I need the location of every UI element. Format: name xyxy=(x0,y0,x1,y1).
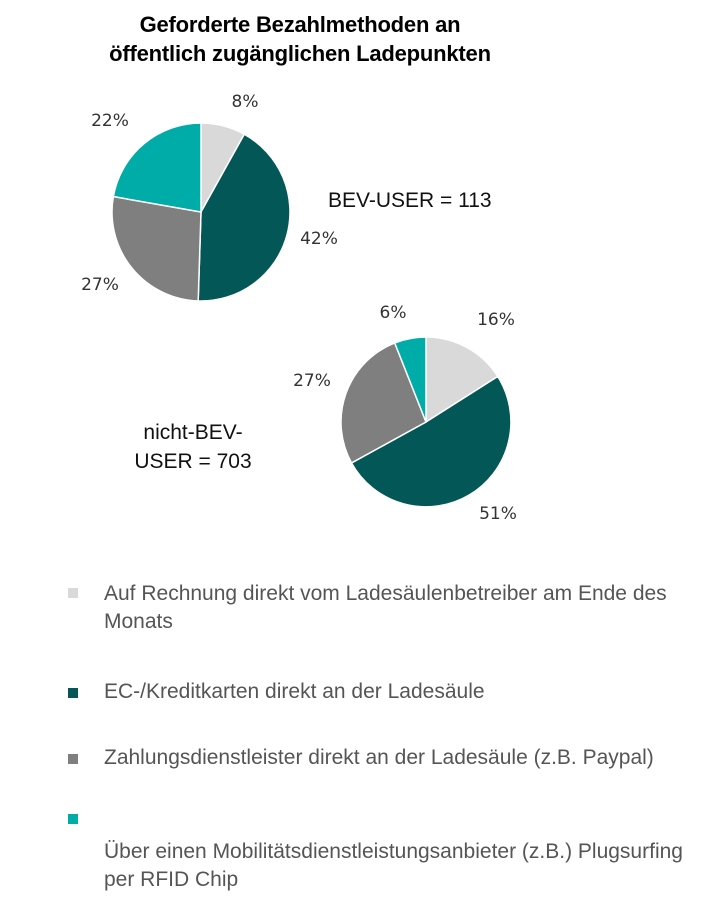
legend-marker xyxy=(68,588,78,598)
legend-label: Über einen Mobilitätsdienstleistungsanbi… xyxy=(104,840,683,891)
slice-zahlungsdienstleister xyxy=(340,341,427,464)
data-label: 8% xyxy=(232,92,259,112)
pie-non-bev-users: 16% 51% 27% 6% xyxy=(293,303,517,524)
chart-title: Geforderte Bezahlmethoden an öffentlich … xyxy=(109,12,491,66)
data-label: 22% xyxy=(91,111,129,131)
legend-item: Über einen Mobilitätsdienstleistungsanbi… xyxy=(68,810,688,894)
pie-bev-users: 8% 42% 27% 22% xyxy=(81,92,338,302)
data-label: 27% xyxy=(293,371,331,391)
slice-ec-kreditkarte xyxy=(350,375,512,508)
non-bev-user-count-label: nicht-BEV-USER = 703 xyxy=(134,421,252,473)
data-label: 6% xyxy=(380,303,407,323)
legend-item: EC-/Kreditkarten direkt an der Ladesäule xyxy=(68,678,485,706)
legend-marker xyxy=(68,814,78,824)
data-label: 51% xyxy=(479,504,517,524)
data-label: 16% xyxy=(477,310,515,330)
slice-ec-kreditkarte xyxy=(197,133,291,302)
slice-mobilitaetsdienst xyxy=(393,336,427,423)
slice-zahlungsdienstleister xyxy=(111,195,202,302)
legend-item: Auf Rechnung direkt vom Ladesäulenbetrei… xyxy=(68,580,688,636)
data-label: 27% xyxy=(81,275,119,295)
legend-marker xyxy=(68,754,78,764)
data-label: 42% xyxy=(300,229,338,249)
slice-rechnung xyxy=(425,336,499,424)
legend-item: Zahlungsdienstleister direkt an der Lade… xyxy=(68,744,654,772)
bev-user-count-label: BEV-USER = 113 xyxy=(328,189,492,212)
legend-label: Zahlungsdienstleister direkt an der Lade… xyxy=(104,746,654,769)
legend-marker xyxy=(68,688,78,698)
legend-label: EC-/Kreditkarten direkt an der Ladesäule xyxy=(104,680,485,703)
slice-mobilitaetsdienst xyxy=(112,122,202,213)
legend-label: Auf Rechnung direkt vom Ladesäulenbetrei… xyxy=(104,582,667,633)
